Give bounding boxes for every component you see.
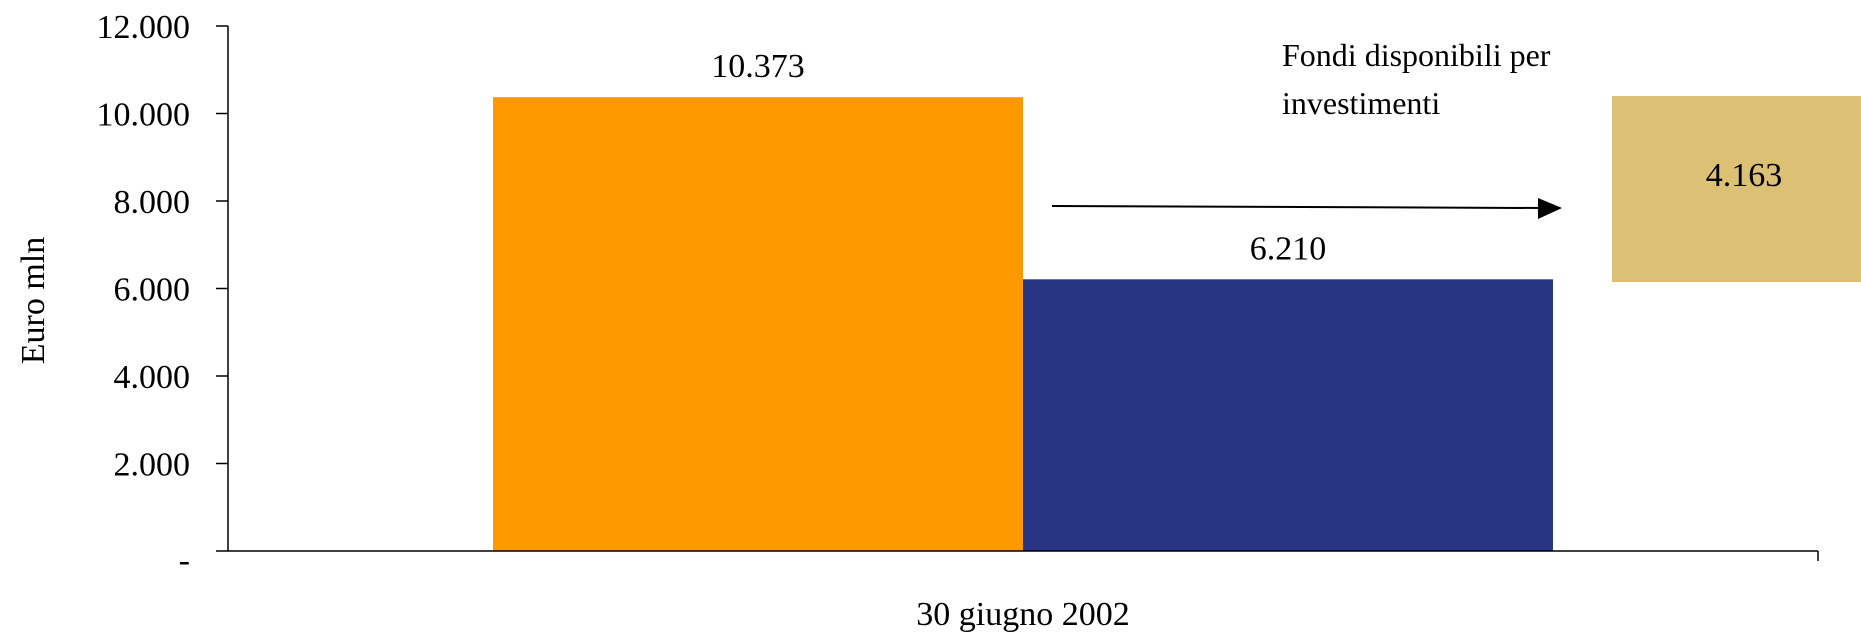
bar-value-label: 10.373 [711,48,805,85]
bars: 10.373 6.210 [493,48,1553,552]
bar-value-label: 6.210 [1250,230,1327,267]
y-tick-label: 4.000 [114,359,191,396]
annotation: Fondi disponibili per investimenti 4.163 [1051,37,1861,282]
bar-series-1 [493,97,1023,552]
annotation-arrow-line [1051,205,1541,209]
annotation-arrow-head [1538,198,1562,219]
y-tick-label: - [179,542,190,579]
x-category-label: 30 giugno 2002 [916,596,1129,633]
y-tick-label: 2.000 [114,447,191,484]
bar-series-2 [1023,279,1553,551]
y-axis-ticks: - 2.000 4.000 6.000 8.000 10.000 12.000 [97,9,228,579]
annotation-value-box [1612,96,1861,282]
annotation-text-line-2: investimenti [1282,85,1440,121]
y-axis-title: Euro mln [15,237,52,364]
annotation-value-label: 4.163 [1706,157,1783,194]
y-tick-label: 6.000 [114,272,191,309]
annotation-text-line-1: Fondi disponibili per [1282,37,1551,73]
y-tick-label: 8.000 [114,184,191,221]
y-tick-label: 12.000 [97,9,191,46]
y-tick-label: 10.000 [97,97,191,134]
